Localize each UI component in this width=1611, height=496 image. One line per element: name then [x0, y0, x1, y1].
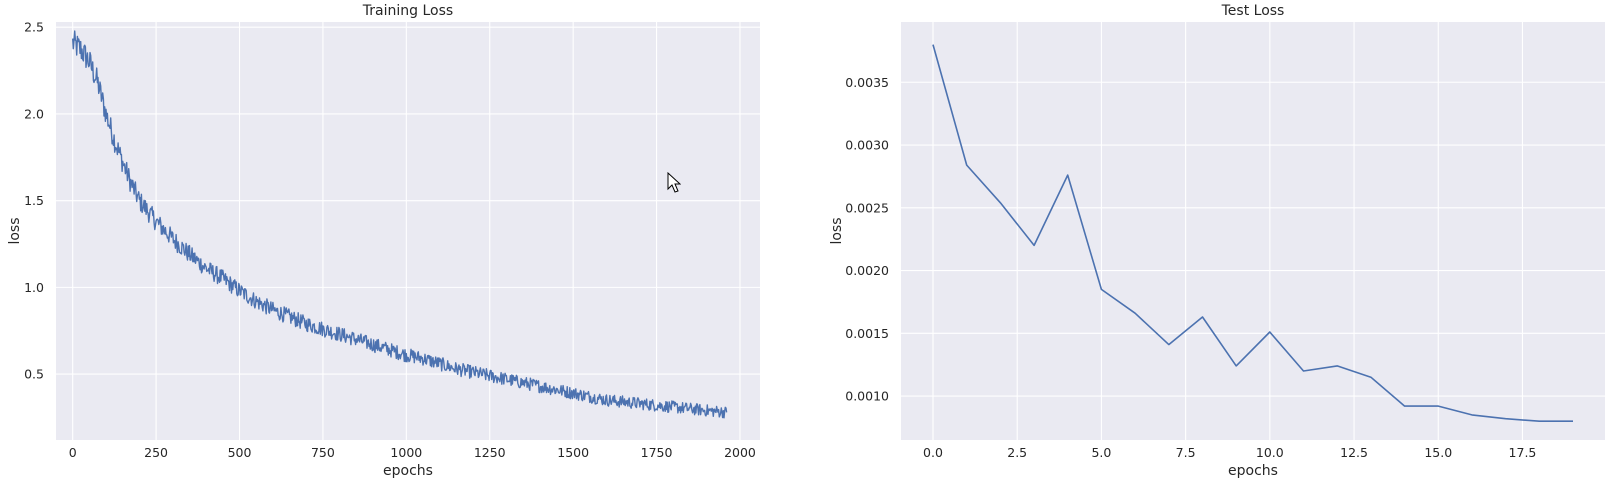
- x-axis-label: epochs: [1228, 463, 1278, 479]
- x-tick-label: 15.0: [1424, 445, 1452, 460]
- y-tick-label: 0.5: [24, 367, 44, 382]
- y-tick-label: 0.0015: [845, 326, 889, 341]
- x-tick-label: 1750: [641, 445, 673, 460]
- x-tick-label: 5.0: [1091, 445, 1111, 460]
- x-tick-label: 12.5: [1340, 445, 1368, 460]
- y-tick-label: 1.0: [24, 280, 44, 295]
- x-tick-label: 250: [144, 445, 168, 460]
- chart-title: Training Loss: [362, 3, 453, 19]
- x-tick-label: 17.5: [1509, 445, 1537, 460]
- x-tick-label: 750: [311, 445, 335, 460]
- series-line-0: [72, 30, 728, 419]
- y-tick-label: 2.0: [24, 106, 44, 121]
- x-tick-label: 1250: [474, 445, 506, 460]
- x-axis-label: epochs: [383, 463, 433, 479]
- chart-title: Test Loss: [1221, 3, 1285, 19]
- y-tick-label: 0.0020: [845, 263, 889, 278]
- y-tick-label: 0.0010: [845, 389, 889, 404]
- x-tick-label: 7.5: [1176, 445, 1196, 460]
- x-tick-label: 0: [69, 445, 77, 460]
- y-tick-label: 1.5: [24, 193, 44, 208]
- chart-panel-1: 0.0 2.5 5.0 7.5 10.0 12.5 15.0 17.5 0.0010 0.0015…: [829, 3, 1605, 479]
- x-tick-label: 0.0: [923, 445, 943, 460]
- y-tick-label: 2.5: [24, 20, 44, 35]
- mouse-cursor-icon: [667, 172, 681, 193]
- x-tick-label: 2000: [724, 445, 756, 460]
- plot-area: [901, 22, 1605, 440]
- x-tick-label: 500: [228, 445, 252, 460]
- x-tick-label: 2.5: [1007, 445, 1027, 460]
- x-tick-label: 10.0: [1256, 445, 1284, 460]
- y-tick-label: 0.0025: [845, 200, 889, 215]
- chart-panel-0: 0 250 500 750 1000 1250 1500 1750 2000 0.5 1.0 1.5 2…: [7, 3, 760, 479]
- x-tick-label: 1000: [390, 445, 422, 460]
- y-axis-label: loss: [829, 217, 845, 244]
- plot-area: [56, 22, 760, 440]
- series-line-0: [932, 44, 1573, 423]
- x-tick-label: 1500: [557, 445, 589, 460]
- y-axis-label: loss: [7, 217, 23, 244]
- y-tick-label: 0.0030: [845, 138, 889, 153]
- y-tick-label: 0.0035: [845, 75, 889, 90]
